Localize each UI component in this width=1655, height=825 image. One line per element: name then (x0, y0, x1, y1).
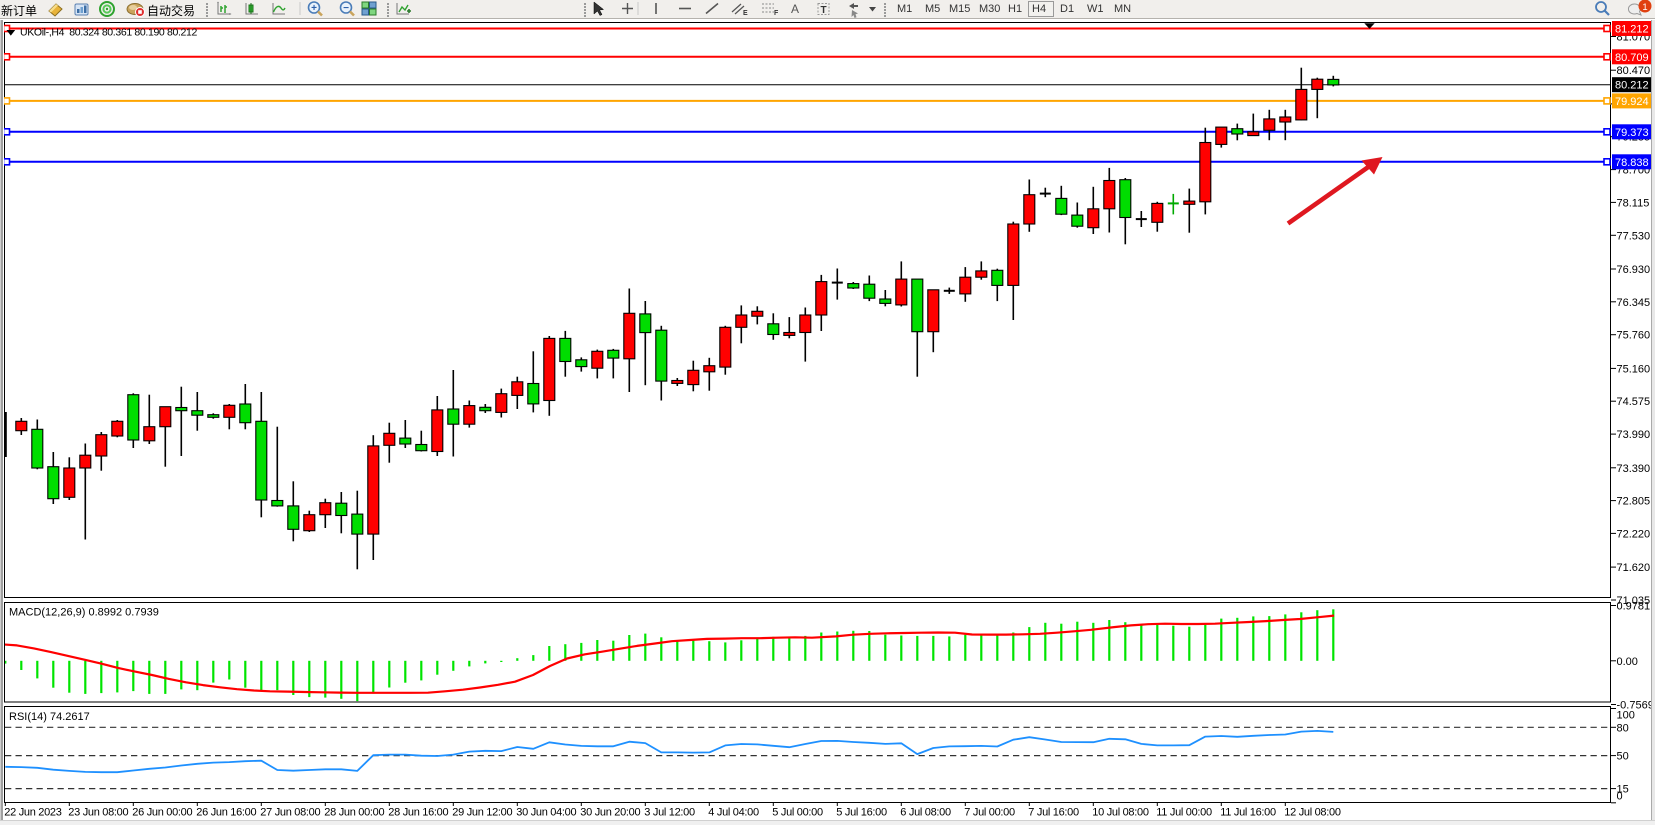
svg-text:7 Jul 16:00: 7 Jul 16:00 (1028, 807, 1079, 819)
svg-text:1: 1 (1642, 2, 1647, 13)
svg-text:E: E (743, 10, 748, 17)
svg-text:A: A (791, 2, 799, 16)
svg-text:RSI(14) 74.2617: RSI(14) 74.2617 (9, 711, 90, 723)
svg-text:0.00: 0.00 (1617, 656, 1638, 668)
svg-text:79.924: 79.924 (1615, 96, 1649, 108)
svg-text:UKOil-,H4 80.324 80.361 80.19: UKOil-,H4 80.324 80.361 80.190 80.212 (20, 27, 198, 39)
svg-text:5 Jul 00:00: 5 Jul 00:00 (772, 807, 823, 819)
svg-text:81.212: 81.212 (1615, 24, 1649, 36)
svg-text:72.805: 72.805 (1617, 496, 1651, 508)
svg-text:71.620: 71.620 (1617, 562, 1651, 574)
svg-text:75.160: 75.160 (1617, 363, 1651, 375)
svg-text:50: 50 (1617, 751, 1629, 763)
svg-text:3 Jul 12:00: 3 Jul 12:00 (644, 807, 695, 819)
svg-text:30 Jun 20:00: 30 Jun 20:00 (580, 807, 640, 819)
svg-text:15: 15 (1617, 783, 1629, 795)
svg-text:-0.7569: -0.7569 (1617, 700, 1654, 712)
svg-text:+: + (311, 3, 317, 14)
svg-text:22 Jun 2023: 22 Jun 2023 (4, 807, 61, 819)
svg-text:100: 100 (1617, 709, 1635, 721)
svg-text:28 Jun 16:00: 28 Jun 16:00 (388, 807, 448, 819)
svg-text:29 Jun 12:00: 29 Jun 12:00 (452, 807, 512, 819)
svg-text:23 Jun 08:00: 23 Jun 08:00 (68, 807, 128, 819)
svg-text:80.709: 80.709 (1615, 52, 1649, 64)
svg-text:26 Jun 16:00: 26 Jun 16:00 (196, 807, 256, 819)
svg-text:11 Jul 00:00: 11 Jul 00:00 (1156, 807, 1212, 819)
svg-text:27 Jun 08:00: 27 Jun 08:00 (260, 807, 320, 819)
svg-text:11 Jul 16:00: 11 Jul 16:00 (1220, 807, 1276, 819)
svg-text:76.930: 76.930 (1617, 264, 1651, 276)
svg-text:5 Jul 16:00: 5 Jul 16:00 (836, 807, 887, 819)
svg-text:73.390: 73.390 (1617, 463, 1651, 475)
svg-text:T: T (821, 5, 827, 16)
svg-text:4 Jul 04:00: 4 Jul 04:00 (708, 807, 759, 819)
svg-text:7 Jul 00:00: 7 Jul 00:00 (964, 807, 1015, 819)
svg-text:MACD(12,26,9) 0.8992 0.7939: MACD(12,26,9) 0.8992 0.7939 (9, 607, 159, 619)
svg-text:79.373: 79.373 (1615, 127, 1649, 139)
svg-text:0.9781: 0.9781 (1617, 601, 1651, 613)
svg-text:78.115: 78.115 (1617, 197, 1650, 209)
svg-text:76.345: 76.345 (1617, 297, 1651, 309)
svg-text:6 Jul 08:00: 6 Jul 08:00 (900, 807, 951, 819)
svg-text:30 Jun 04:00: 30 Jun 04:00 (516, 807, 576, 819)
svg-text:−: − (343, 3, 349, 14)
svg-text:71.035: 71.035 (1617, 595, 1651, 607)
svg-text:12 Jul 08:00: 12 Jul 08:00 (1284, 807, 1341, 819)
svg-text:74.575: 74.575 (1617, 396, 1651, 408)
svg-text:F: F (774, 10, 779, 17)
svg-text:73.990: 73.990 (1617, 429, 1651, 441)
svg-text:80.470: 80.470 (1617, 65, 1651, 77)
svg-text:75.760: 75.760 (1617, 330, 1651, 342)
svg-text:78.838: 78.838 (1615, 157, 1649, 169)
svg-text:80.212: 80.212 (1615, 80, 1649, 92)
svg-text:77.530: 77.530 (1617, 230, 1651, 242)
svg-text:0: 0 (1617, 791, 1623, 803)
svg-text:80: 80 (1617, 722, 1629, 734)
svg-text:72.220: 72.220 (1617, 528, 1651, 540)
svg-text:28 Jun 00:00: 28 Jun 00:00 (324, 807, 384, 819)
svg-text:10 Jul 08:00: 10 Jul 08:00 (1092, 807, 1149, 819)
svg-text:26 Jun 00:00: 26 Jun 00:00 (132, 807, 192, 819)
